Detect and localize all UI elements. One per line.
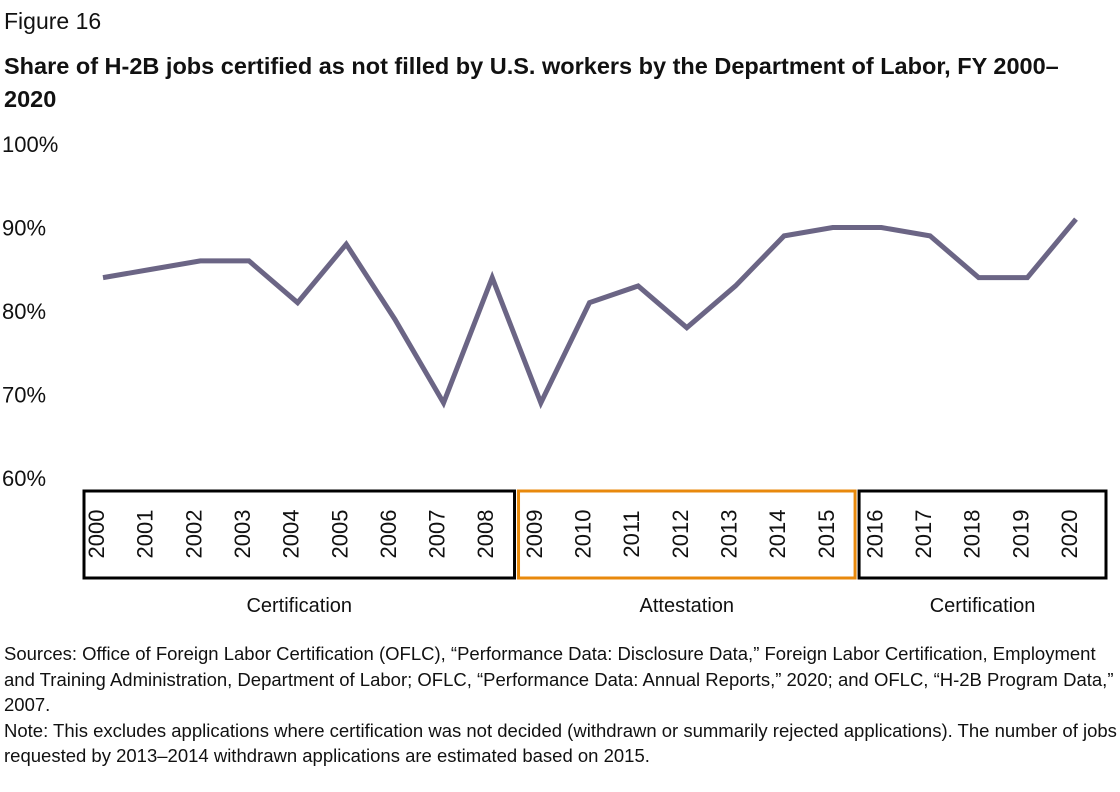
- y-tick-label: 90%: [2, 216, 46, 241]
- period-box: [517, 489, 857, 580]
- x-tick-label: 2005: [327, 510, 352, 559]
- x-tick-label: 2010: [571, 510, 596, 559]
- x-tick-label: 2020: [1057, 510, 1082, 559]
- x-tick-label: 2003: [230, 510, 255, 559]
- x-tick-label: 2002: [181, 510, 206, 559]
- x-tick-label: 2004: [279, 510, 304, 559]
- y-tick-label: 80%: [2, 299, 46, 324]
- chart-title: Share of H-2B jobs certified as not fill…: [4, 53, 1059, 112]
- note-text: Note: This excludes applications where c…: [4, 719, 1117, 767]
- x-tick-label: 2006: [376, 510, 401, 559]
- period-label: Attestation: [640, 595, 735, 617]
- x-tick-label: 2001: [133, 510, 158, 559]
- period-box: [857, 489, 1108, 580]
- x-tick-label: 2009: [522, 510, 547, 559]
- x-tick-label: 2007: [425, 510, 450, 559]
- x-tick-label: 2016: [862, 510, 887, 559]
- x-tick-label: 2017: [911, 510, 936, 559]
- figure-label: Figure 16: [4, 8, 102, 34]
- period-label: Certification: [246, 595, 352, 617]
- x-tick-label: 2018: [960, 510, 985, 559]
- period-label: Certification: [930, 595, 1036, 617]
- y-tick-label: 100%: [2, 132, 58, 157]
- x-tick-label: 2013: [716, 510, 741, 559]
- x-tick-label: 2000: [84, 510, 109, 559]
- x-tick-label: 2015: [814, 510, 839, 559]
- x-tick-label: 2012: [668, 510, 693, 559]
- x-tick-label: 2011: [619, 510, 644, 557]
- period-box: [82, 489, 517, 580]
- line-chart: 60% 70% 80% 90% 100% Certification Attestation…: [2, 132, 1108, 617]
- x-tick-label: 2019: [1008, 510, 1033, 559]
- x-tick-label: 2008: [473, 510, 498, 559]
- y-tick-label: 70%: [2, 383, 46, 408]
- notes: Sources: Office of Foreign Labor Certifi…: [4, 641, 1119, 769]
- series-line: [102, 217, 1078, 410]
- x-tick-label: 2014: [765, 510, 790, 559]
- sources-text: Sources: Office of Foreign Labor Certifi…: [4, 643, 1114, 715]
- y-tick-label: 60%: [2, 466, 46, 491]
